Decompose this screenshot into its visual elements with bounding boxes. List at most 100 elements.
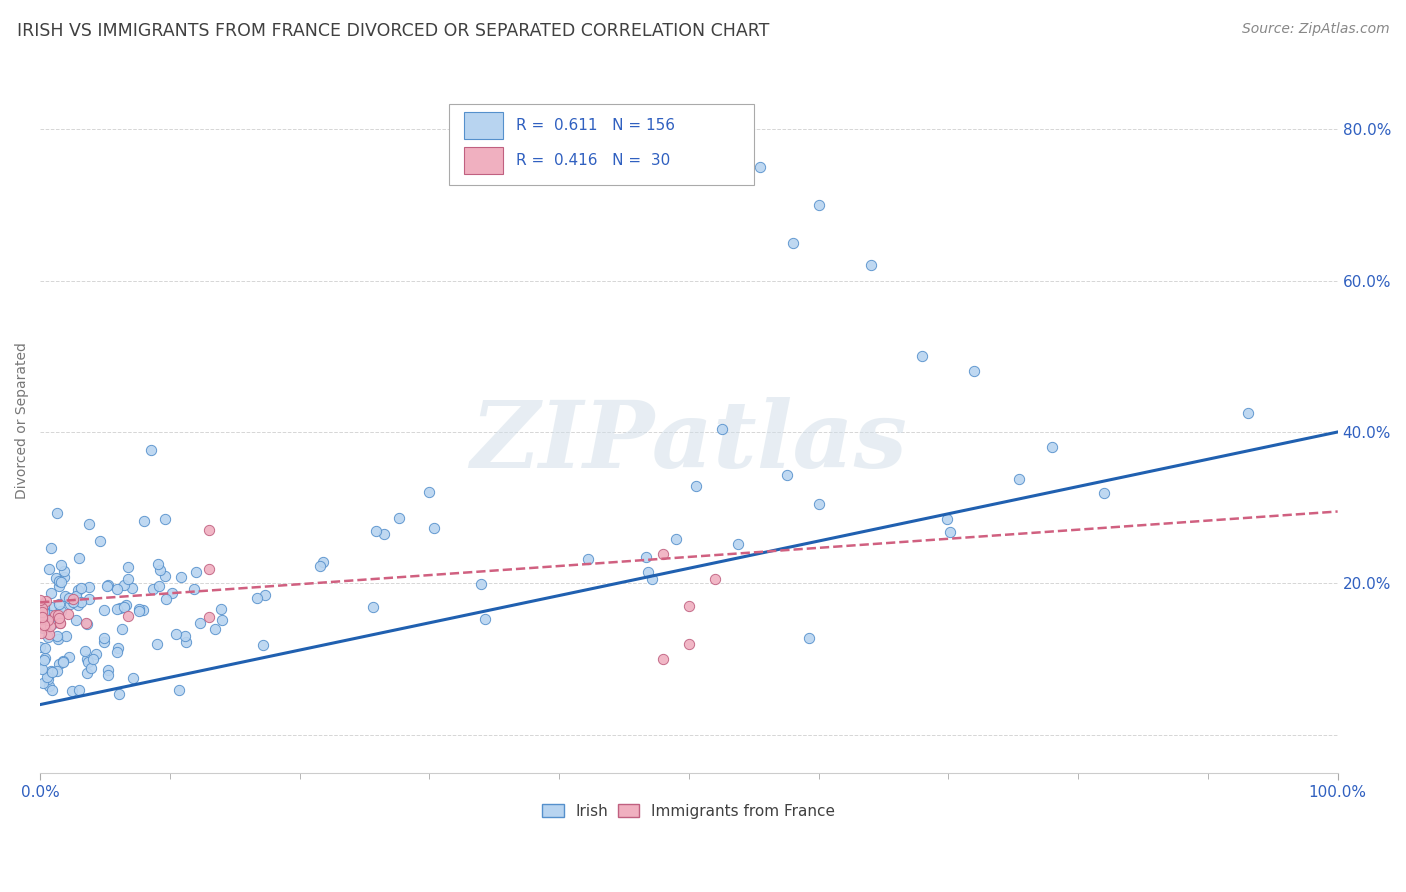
Point [31, 676, 53, 690]
Point [58, 591, 80, 605]
Point [162, 586, 184, 600]
Point [66, 583, 89, 598]
Point [52, 655, 75, 669]
Point [153, 568, 176, 582]
Point [112, 578, 135, 592]
Point [49, 616, 72, 631]
Point [710, 422, 733, 436]
Point [197, 524, 219, 538]
Point [35, 593, 58, 607]
Point [93, 602, 115, 616]
Point [146, 637, 169, 651]
Point [105, 602, 128, 616]
Point [62, 595, 84, 609]
Point [576, 552, 599, 566]
Point [49, 558, 72, 572]
Point [48, 574, 70, 588]
Point [49, 603, 72, 617]
Point [34, 618, 56, 632]
Point [418, 484, 440, 499]
Point [685, 479, 707, 493]
Point [246, 591, 269, 606]
Point [128, 604, 150, 618]
Point [41, 585, 63, 599]
Point [146, 558, 169, 572]
Point [155, 512, 177, 526]
Point [31, 662, 53, 676]
Point [55, 629, 77, 643]
Point [1092, 485, 1115, 500]
Point [93, 635, 115, 649]
Point [423, 521, 446, 535]
Point [34, 620, 56, 634]
Point [1237, 406, 1260, 420]
Point [41, 609, 63, 624]
Point [31, 606, 53, 620]
Point [807, 198, 830, 212]
Point [32, 601, 55, 615]
Point [45, 629, 67, 643]
Point [105, 582, 128, 597]
Point [48, 607, 70, 621]
Point [939, 525, 962, 540]
Point [121, 581, 143, 595]
Point [165, 627, 187, 641]
Point [117, 609, 139, 624]
Point [65, 613, 87, 627]
Point [53, 590, 76, 604]
Point [70, 581, 93, 595]
Text: Source: ZipAtlas.com: Source: ZipAtlas.com [1241, 22, 1389, 37]
Point [58, 649, 80, 664]
Point [35, 615, 58, 629]
Point [678, 599, 700, 613]
Point [361, 600, 384, 615]
Point [59, 597, 82, 611]
Point [149, 562, 172, 576]
Point [112, 600, 135, 615]
Point [211, 613, 233, 627]
Point [170, 570, 193, 584]
Point [77, 592, 100, 607]
Point [34, 609, 56, 624]
Point [115, 598, 138, 612]
Point [46, 607, 69, 622]
Point [107, 640, 129, 655]
Y-axis label: Divorced or Separated: Divorced or Separated [15, 343, 30, 499]
Point [82, 652, 104, 666]
Point [39, 541, 62, 556]
Point [45, 571, 67, 585]
Point [77, 580, 100, 594]
Point [48, 598, 70, 612]
Point [749, 160, 772, 174]
Point [48, 578, 70, 592]
Point [963, 364, 986, 378]
Point [31, 610, 53, 624]
Point [37, 630, 59, 644]
Point [366, 524, 388, 538]
Point [76, 665, 98, 680]
Point [174, 635, 197, 649]
Point [678, 637, 700, 651]
Point [935, 512, 957, 526]
Point [62, 592, 84, 607]
Point [183, 582, 205, 597]
Point [32, 597, 55, 611]
FancyBboxPatch shape [449, 103, 754, 185]
Point [75, 644, 97, 658]
Point [97, 578, 120, 592]
Point [93, 631, 115, 645]
Point [636, 550, 658, 565]
Point [641, 572, 664, 586]
Point [30, 617, 52, 632]
Point [60, 683, 83, 698]
Point [209, 602, 232, 616]
Point [65, 589, 87, 603]
Point [637, 565, 659, 579]
Point [148, 579, 170, 593]
Point [121, 671, 143, 685]
Point [76, 617, 98, 632]
Point [34, 650, 56, 665]
Point [69, 595, 91, 609]
Point [67, 682, 90, 697]
Bar [464, 147, 503, 174]
